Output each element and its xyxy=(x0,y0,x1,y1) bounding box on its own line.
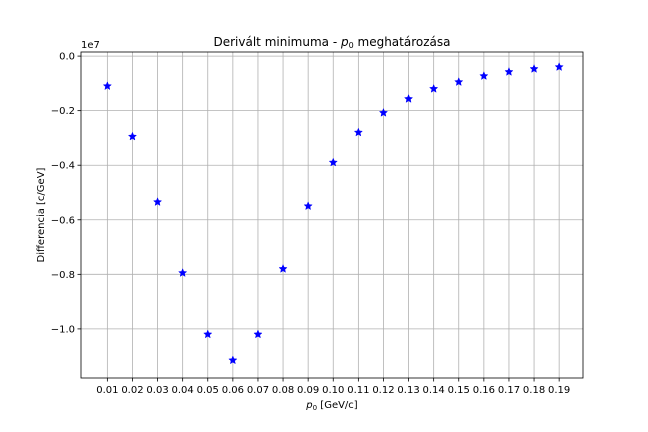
data-point-star xyxy=(303,201,313,211)
chart-title-text: Derivált minimuma - xyxy=(214,35,341,49)
y-tick-label: −1.0 xyxy=(51,324,75,335)
data-point-star xyxy=(454,77,464,86)
data-point-star xyxy=(504,67,514,76)
data-point-star xyxy=(178,268,188,277)
y-tick-label: −0.6 xyxy=(51,215,75,226)
x-tick-label: 0.17 xyxy=(498,385,520,396)
chart-title: Derivált minimuma - p0 meghatározása xyxy=(214,35,451,50)
x-tick-label: 0.02 xyxy=(121,385,143,396)
x-axis: 0.01 0.02 0.03 0.04 0.05 0.06 0.07 0.08 0.09 0.10… xyxy=(96,378,570,396)
data-point-star xyxy=(529,64,539,73)
x-tick-label: 0.19 xyxy=(548,385,570,396)
plot-area xyxy=(80,51,584,379)
y-tick-label: −0.2 xyxy=(51,106,75,117)
data-point-star xyxy=(228,355,238,365)
data-point-star xyxy=(203,329,213,339)
y-axis-offset-label: 1e7 xyxy=(81,40,100,51)
x-tick-label: 0.13 xyxy=(397,385,419,396)
data-point-star xyxy=(479,71,489,80)
x-tick-label: 0.07 xyxy=(247,385,269,396)
data-point-star xyxy=(378,107,389,117)
x-tick-label: 0.16 xyxy=(473,385,495,396)
x-tick-label: 0.11 xyxy=(347,385,369,396)
x-axis-label-suffix: [GeV/c] xyxy=(317,400,358,411)
x-tick-label: 0.08 xyxy=(272,385,294,396)
x-axis-label: p0 [GeV/c] xyxy=(305,400,358,412)
y-tick-label: 0.0 xyxy=(59,52,75,63)
data-series xyxy=(102,62,564,365)
data-point-star xyxy=(152,197,163,206)
y-axis-label: Differencia [c/GeV] xyxy=(36,167,47,262)
data-point-star xyxy=(328,157,338,167)
x-tick-label: 0.18 xyxy=(523,385,545,396)
x-tick-label: 0.15 xyxy=(448,385,470,396)
chart-title-symbol: p xyxy=(340,35,349,49)
x-tick-label: 0.10 xyxy=(322,385,344,396)
data-point-star xyxy=(253,329,263,339)
data-point-star xyxy=(353,127,363,137)
data-point-star xyxy=(403,94,414,103)
grid xyxy=(81,52,583,378)
data-point-star xyxy=(554,62,564,71)
y-tick-label: −0.4 xyxy=(51,161,75,172)
x-tick-label: 0.01 xyxy=(96,385,118,396)
x-tick-label: 0.12 xyxy=(372,385,394,396)
x-tick-label: 0.14 xyxy=(423,385,445,396)
chart-title-symbol-sub: 0 xyxy=(349,41,354,50)
y-tick-label: −0.8 xyxy=(51,270,75,281)
data-point-star xyxy=(127,131,138,141)
x-axis-label-symbol-sub: 0 xyxy=(313,404,317,412)
data-point-star xyxy=(278,264,288,273)
x-axis-label-symbol: p xyxy=(305,400,312,411)
x-tick-label: 0.09 xyxy=(297,385,319,396)
x-tick-label: 0.05 xyxy=(197,385,219,396)
x-tick-label: 0.06 xyxy=(222,385,244,396)
x-tick-label: 0.04 xyxy=(172,385,194,396)
data-point-star xyxy=(102,81,112,91)
y-axis: 0.0 −0.2 −0.4 −0.6 −0.8 −1.0 xyxy=(51,52,81,335)
chart-title-suffix: meghatározása xyxy=(354,35,451,49)
x-tick-label: 0.03 xyxy=(146,385,168,396)
data-point-star xyxy=(429,83,439,93)
